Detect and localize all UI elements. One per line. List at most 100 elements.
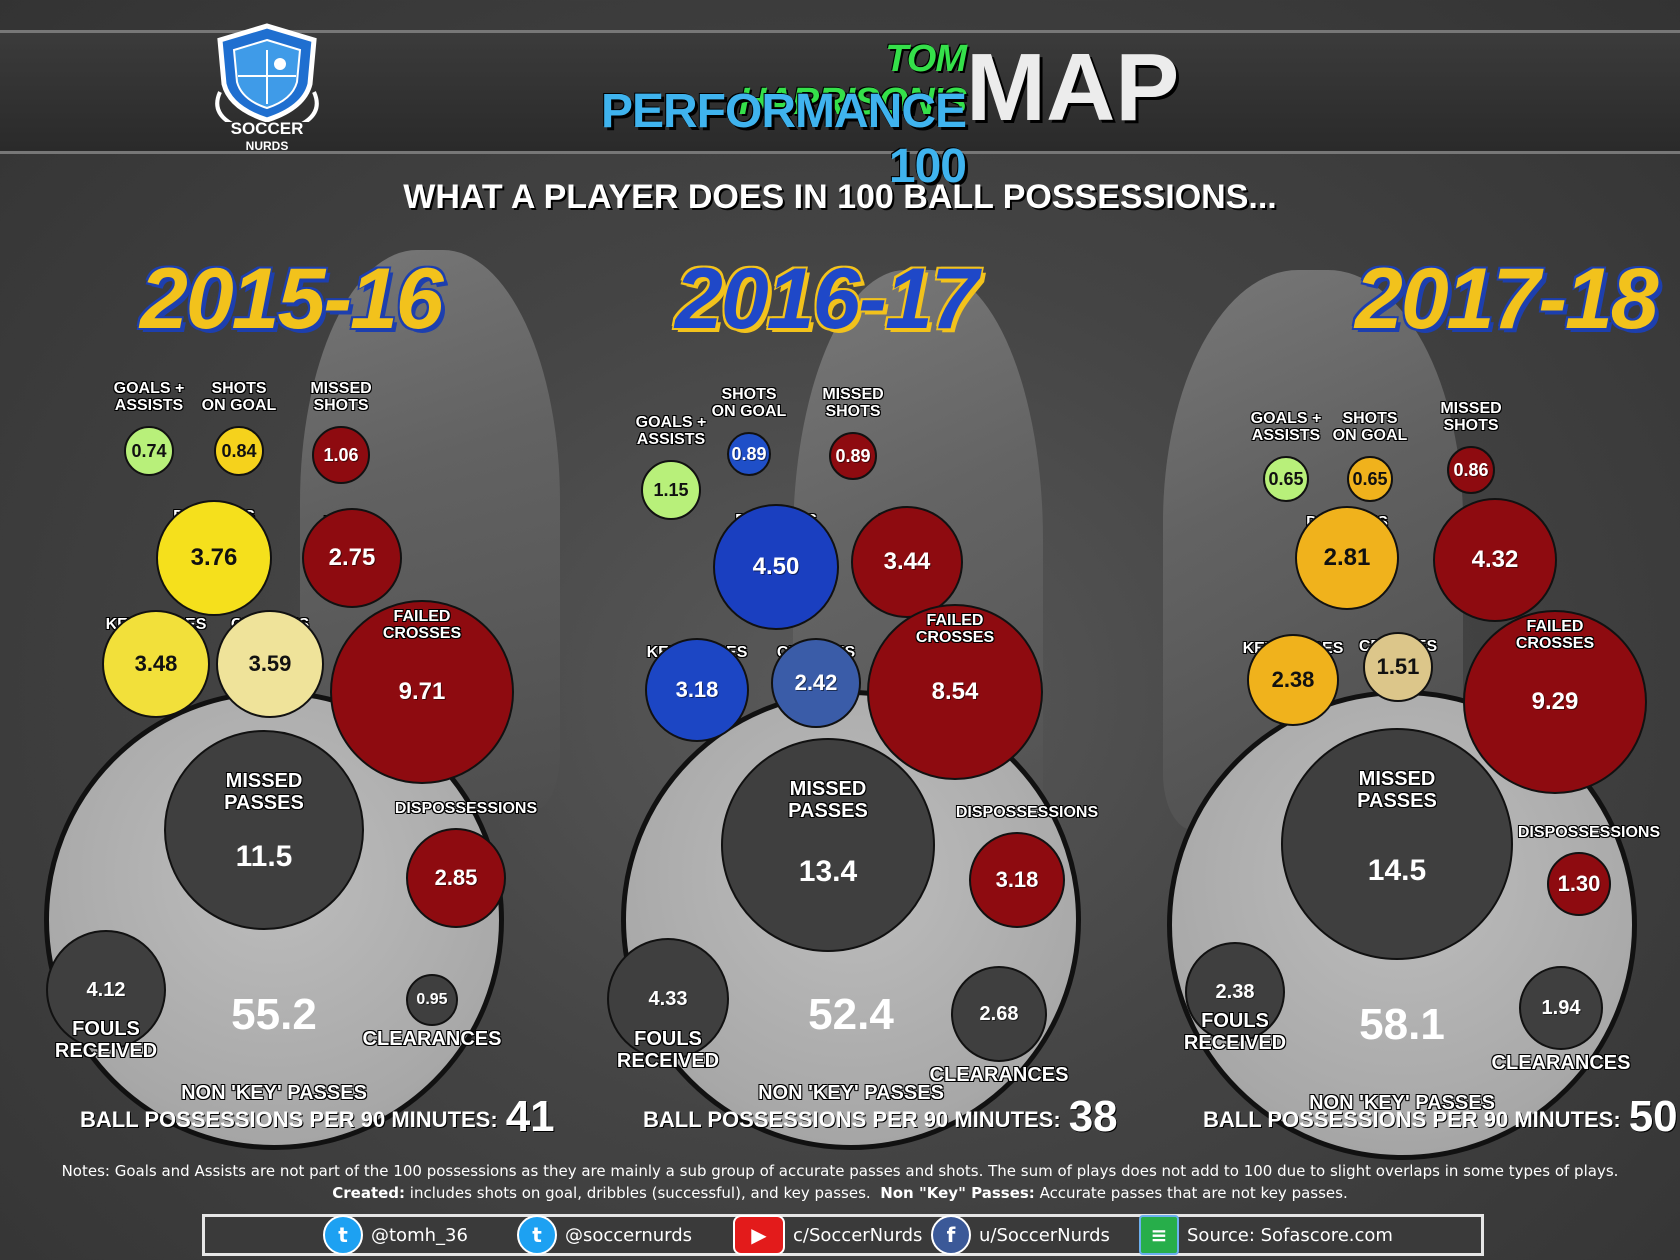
created-text: includes shots on goal, dribbles (succes… — [405, 1184, 871, 1202]
twitter-handle-1: @tomh_36 — [371, 1224, 468, 1246]
missed-passes-disc — [721, 738, 935, 952]
shots-on-goal-label: SHOTS ON GOAL — [1332, 410, 1408, 444]
clearances-value: 1.94 — [1519, 966, 1603, 1050]
shots-on-goal-value: 0.65 — [1347, 456, 1393, 502]
dispossessions-value: 2.85 — [406, 828, 506, 928]
missed-passes-label: MISSED PASSES — [224, 770, 304, 814]
notes: Notes: Goals and Assists are not part of… — [40, 1160, 1640, 1204]
shots-on-goal-label: SHOTS ON GOAL — [201, 380, 277, 414]
key-passes-value: 3.18 — [645, 638, 749, 742]
fouls-received-value: 4.33 — [607, 938, 729, 1060]
missed-passes-value: 11.5 — [235, 840, 293, 873]
missed-passes-label: MISSED PASSES — [1357, 768, 1437, 812]
goals-assists-value: 0.65 — [1263, 456, 1309, 502]
season-panel-2015-16: 2015-16 GOALS + ASSISTS 0.74 SHOTS ON GOAL 0… — [0, 230, 560, 1170]
sofascore-icon: ≡ — [1139, 1215, 1179, 1255]
social-twitter-tomh[interactable]: t @tomh_36 — [323, 1215, 468, 1255]
non-key-passes-value: 52.4 — [808, 990, 894, 1039]
non-key-passes-value: 55.2 — [231, 990, 317, 1039]
soccernurds-logo: SOCCER NURDS — [206, 22, 328, 158]
goals-assists-label: GOALS + ASSISTS — [1250, 410, 1322, 444]
social-facebook[interactable]: f u/SoccerNurds — [931, 1215, 1110, 1255]
goals-assists-value: 0.74 — [124, 426, 174, 476]
dribbles-value: 4.50 — [713, 504, 839, 630]
youtube-handle: c/SoccerNurds — [793, 1224, 923, 1246]
shots-on-goal-value: 0.84 — [214, 426, 264, 476]
crosses-value: 2.42 — [771, 638, 861, 728]
failed-crosses-value: 9.71 — [330, 600, 514, 784]
key-passes-value: 2.38 — [1247, 634, 1339, 726]
shots-on-goal-value: 0.89 — [727, 432, 771, 476]
social-twitter-soccernurds[interactable]: t @soccernurds — [517, 1215, 693, 1255]
fouls-received-value: 2.38 — [1185, 942, 1285, 1042]
footer-bar: t @tomh_36 t @soccernurds ▶ c/SoccerNurd… — [202, 1214, 1484, 1256]
failed-crosses-label: FAILED CROSSES — [915, 612, 995, 646]
missed-passes-disc — [164, 730, 364, 930]
failed-crosses-label: FAILED CROSSES — [1515, 618, 1595, 652]
fouls-received-label: FOULS RECEIVED — [1183, 1010, 1287, 1054]
possessions-line: BALL POSSESSIONS PER 90 MINUTES: 50 — [1203, 1092, 1678, 1142]
possessions-value: 41 — [505, 1092, 555, 1141]
clearances-label: CLEARANCES — [929, 1064, 1069, 1086]
facebook-icon: f — [931, 1215, 971, 1255]
source-credit: ≡ Source: Sofascore.com — [1139, 1215, 1393, 1255]
created-label: Created: — [332, 1184, 406, 1202]
clearances-value: 0.95 — [406, 974, 458, 1026]
season-title: 2016-17 — [675, 251, 979, 347]
non-key-passes-label: NON 'KEY' PASSES — [758, 1082, 944, 1104]
logo-wordmark-top: SOCCER — [230, 119, 304, 138]
clearances-value: 2.68 — [951, 966, 1047, 1062]
possessions-label: BALL POSSESSIONS PER 90 MINUTES: — [80, 1107, 498, 1132]
facebook-handle: u/SoccerNurds — [979, 1224, 1110, 1246]
missed-passes-value: 13.4 — [798, 855, 858, 888]
logo-wordmark-bottom: NURDS — [245, 139, 289, 153]
dispossessions-value: 3.18 — [969, 832, 1065, 928]
crosses-value: 3.59 — [216, 610, 324, 718]
social-youtube[interactable]: ▶ c/SoccerNurds — [733, 1215, 923, 1255]
twitter-handle-2: @soccernurds — [565, 1224, 693, 1246]
failed-dribbles-value: 3.44 — [851, 506, 963, 618]
dribbles-value: 2.81 — [1295, 506, 1399, 610]
notes-line1: Notes: Goals and Assists are not part of… — [61, 1162, 1619, 1180]
source-text: Source: Sofascore.com — [1187, 1224, 1393, 1246]
possessions-line: BALL POSSESSIONS PER 90 MINUTES: 41 — [80, 1092, 555, 1142]
possessions-value: 50 — [1628, 1092, 1678, 1141]
season-panel-2016-17: 2016-17 GOALS + ASSISTS 1.15 SHOTS ON GOAL 0… — [563, 230, 1123, 1170]
season-title: 2015-16 — [140, 251, 444, 347]
shots-on-goal-label: SHOTS ON GOAL — [711, 386, 787, 420]
twitter-icon: t — [323, 1215, 363, 1255]
missed-shots-value: 0.86 — [1447, 446, 1495, 494]
clearances-label: CLEARANCES — [1491, 1052, 1631, 1074]
dispossessions-value: 1.30 — [1547, 852, 1611, 916]
missed-shots-value: 0.89 — [829, 432, 877, 480]
possessions-label: BALL POSSESSIONS PER 90 MINUTES: — [1203, 1107, 1621, 1132]
failed-crosses-label: FAILED CROSSES — [382, 608, 462, 642]
non-key-passes-label: NON 'KEY' PASSES — [181, 1082, 367, 1104]
missed-shots-value: 1.06 — [312, 426, 370, 484]
dispossessions-label: DISPOSSESSIONS — [955, 804, 1099, 821]
missed-passes-value: 14.5 — [1367, 854, 1427, 887]
fouls-received-value: 4.12 — [46, 930, 166, 1050]
failed-dribbles-value: 2.75 — [302, 508, 402, 608]
failed-crosses-value: 8.54 — [867, 604, 1043, 780]
key-passes-value: 3.48 — [102, 610, 210, 718]
fouls-received-label: FOULS RECEIVED — [54, 1018, 158, 1062]
failed-dribbles-value: 4.32 — [1433, 498, 1557, 622]
goals-assists-label: GOALS + ASSISTS — [635, 414, 707, 448]
nonkey-label: Non "Key" Passes: — [880, 1184, 1035, 1202]
dribbles-value: 3.76 — [156, 500, 272, 616]
possessions-label: BALL POSSESSIONS PER 90 MINUTES: — [643, 1107, 1061, 1132]
possessions-value: 38 — [1068, 1092, 1118, 1141]
goals-assists-value: 1.15 — [641, 460, 701, 520]
youtube-icon: ▶ — [733, 1215, 785, 1255]
subtitle: WHAT A PLAYER DOES IN 100 BALL POSSESSIO… — [403, 178, 1277, 216]
dispossessions-label: DISPOSSESSIONS — [394, 800, 538, 817]
clearances-label: CLEARANCES — [362, 1028, 502, 1050]
goals-assists-label: GOALS + ASSISTS — [113, 380, 185, 414]
non-key-passes-label: NON 'KEY' PASSES — [1309, 1092, 1495, 1114]
missed-shots-label: MISSED SHOTS — [822, 386, 884, 420]
fouls-received-label: FOULS RECEIVED — [616, 1028, 720, 1072]
season-panel-2017-18: 2017-18 GOALS + ASSISTS 0.65 SHOTS ON GOAL 0… — [1123, 230, 1680, 1170]
season-title: 2017-18 — [1355, 251, 1659, 347]
